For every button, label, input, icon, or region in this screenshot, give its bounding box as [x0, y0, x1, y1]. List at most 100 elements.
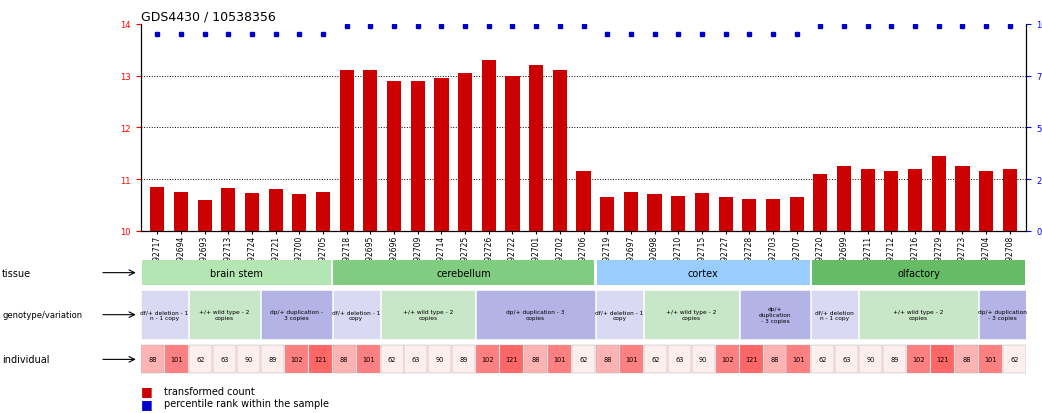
Text: cortex: cortex [688, 268, 719, 278]
Text: 62: 62 [196, 356, 205, 363]
Bar [813, 175, 827, 231]
Bar [165, 346, 188, 373]
Text: 63: 63 [412, 356, 420, 363]
Text: 88: 88 [148, 356, 157, 363]
Text: dp/+ duplication
- 3 copies: dp/+ duplication - 3 copies [978, 309, 1026, 320]
Bar [979, 291, 1026, 339]
Bar [716, 346, 739, 373]
Bar [812, 346, 835, 373]
Text: 101: 101 [553, 356, 566, 363]
Bar [221, 188, 235, 231]
Bar [260, 291, 331, 339]
Text: 90: 90 [699, 356, 708, 363]
Text: 121: 121 [314, 356, 326, 363]
Bar [142, 261, 331, 285]
Text: 101: 101 [985, 356, 997, 363]
Text: 63: 63 [843, 356, 851, 363]
Bar [356, 346, 379, 373]
Text: 88: 88 [340, 356, 348, 363]
Text: df/+ deletion - 1
copy: df/+ deletion - 1 copy [332, 309, 380, 320]
Bar [695, 194, 709, 231]
Bar [572, 346, 595, 373]
Bar [742, 199, 756, 231]
Bar [620, 346, 643, 373]
Text: df/+ deletion - 1
n - 1 copy: df/+ deletion - 1 n - 1 copy [141, 309, 189, 320]
Bar [380, 291, 475, 339]
Bar [404, 346, 427, 373]
Text: 89: 89 [891, 356, 899, 363]
Text: transformed count: transformed count [164, 386, 254, 396]
Bar [668, 346, 691, 373]
Text: genotype/variation: genotype/variation [2, 311, 82, 319]
Text: 90: 90 [436, 356, 444, 363]
Bar [524, 346, 547, 373]
Text: percentile rank within the sample: percentile rank within the sample [164, 398, 328, 408]
Bar [956, 346, 978, 373]
Bar [1002, 346, 1026, 373]
Text: df/+ deletion - 1
copy: df/+ deletion - 1 copy [595, 309, 644, 320]
Text: brain stem: brain stem [210, 268, 263, 278]
Bar [452, 346, 475, 373]
Text: GDS4430 / 10538356: GDS4430 / 10538356 [141, 10, 275, 23]
Bar [956, 167, 969, 231]
Bar [597, 261, 810, 285]
Text: 101: 101 [362, 356, 374, 363]
Text: 62: 62 [819, 356, 827, 363]
Bar [245, 194, 259, 231]
Text: 90: 90 [867, 356, 875, 363]
Bar [260, 346, 283, 373]
Bar [624, 192, 638, 231]
Bar [979, 172, 993, 231]
Bar [600, 198, 615, 231]
Text: individual: individual [2, 354, 50, 365]
Bar [476, 291, 595, 339]
Bar [237, 346, 259, 373]
Bar [740, 291, 811, 339]
Bar [836, 346, 859, 373]
Text: 102: 102 [290, 356, 302, 363]
Bar [908, 169, 922, 231]
Bar [189, 291, 259, 339]
Bar [552, 71, 567, 231]
Text: dp/+ duplication - 3
copies: dp/+ duplication - 3 copies [506, 309, 565, 320]
Text: 121: 121 [937, 356, 949, 363]
Text: 102: 102 [913, 356, 925, 363]
Bar [340, 71, 354, 231]
Bar [837, 167, 851, 231]
Bar [671, 196, 686, 231]
Text: 101: 101 [170, 356, 182, 363]
Text: 88: 88 [771, 356, 779, 363]
Bar [644, 291, 739, 339]
Text: 62: 62 [651, 356, 660, 363]
Bar [576, 172, 591, 231]
Bar [790, 198, 803, 231]
Bar [740, 346, 763, 373]
Bar [481, 61, 496, 231]
Text: 102: 102 [721, 356, 734, 363]
Text: ■: ■ [141, 384, 152, 397]
Text: 102: 102 [481, 356, 494, 363]
Bar [269, 190, 282, 231]
Bar [189, 346, 212, 373]
Text: dp/+ duplication -
3 copies: dp/+ duplication - 3 copies [270, 309, 323, 320]
Bar [458, 74, 472, 231]
Text: +/+ wild type - 2
copies: +/+ wild type - 2 copies [893, 309, 944, 320]
Bar [387, 82, 401, 231]
Bar [141, 291, 188, 339]
Text: 101: 101 [625, 356, 638, 363]
Text: +/+ wild type - 2
copies: +/+ wild type - 2 copies [403, 309, 453, 320]
Text: olfactory: olfactory [897, 268, 940, 278]
Bar [141, 346, 165, 373]
Bar [979, 346, 1002, 373]
Bar [476, 346, 499, 373]
Bar [908, 346, 931, 373]
Text: ■: ■ [141, 396, 152, 410]
Bar [332, 346, 355, 373]
Bar [332, 291, 379, 339]
Text: 88: 88 [603, 356, 612, 363]
Bar [500, 346, 523, 373]
Text: 63: 63 [220, 356, 228, 363]
Text: cerebellum: cerebellum [437, 268, 491, 278]
Text: +/+ wild type - 2
copies: +/+ wild type - 2 copies [666, 309, 717, 320]
Text: +/+ wild type - 2
copies: +/+ wild type - 2 copies [199, 309, 250, 320]
